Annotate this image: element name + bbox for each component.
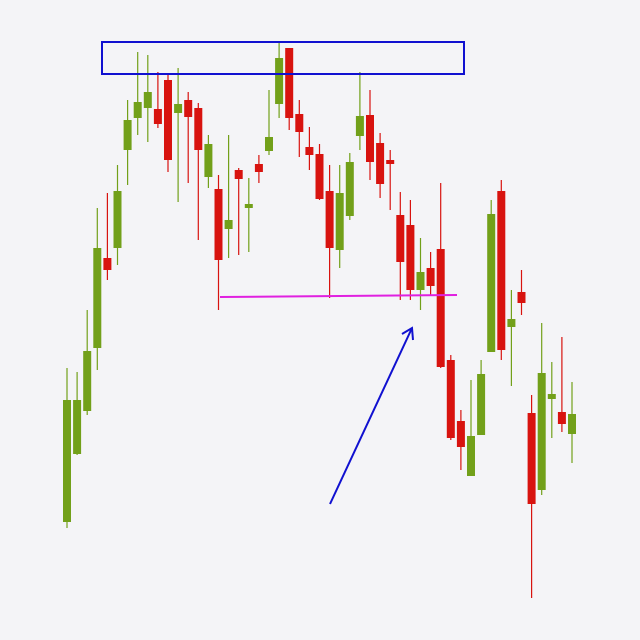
candle-body <box>345 162 354 216</box>
candle-body <box>446 360 455 438</box>
candle-body <box>386 160 395 164</box>
candle-body <box>477 374 486 435</box>
candle-body <box>174 104 183 113</box>
candle-body <box>184 100 193 117</box>
candles <box>63 42 576 598</box>
candle-body <box>335 193 344 250</box>
candle-body <box>194 108 203 150</box>
candle-body <box>204 144 213 177</box>
candle-body <box>456 421 465 447</box>
candle-body <box>487 214 496 352</box>
candle-body <box>265 137 273 151</box>
candle-body <box>214 189 223 260</box>
candle-body <box>113 191 122 248</box>
candle-body <box>467 436 475 476</box>
candle-body <box>285 48 294 118</box>
candle-body <box>436 249 445 367</box>
candle-body <box>73 400 82 454</box>
candle-body <box>416 272 425 290</box>
candle-body <box>366 115 374 162</box>
candle-body <box>325 191 334 248</box>
candle-body <box>376 143 385 184</box>
candle-body <box>164 80 172 160</box>
candle-body <box>133 102 142 118</box>
candle-body <box>93 248 102 348</box>
candle-body <box>527 413 536 504</box>
candle-body <box>103 258 112 270</box>
candle-body <box>143 92 152 108</box>
candle-body <box>234 170 243 179</box>
candle-body <box>315 154 324 199</box>
candle-body <box>63 400 71 522</box>
candle-body <box>254 164 263 172</box>
candle-body <box>123 120 132 150</box>
candle-body <box>355 116 364 136</box>
candle-body <box>547 394 556 399</box>
candle-body <box>305 147 314 155</box>
candle-body <box>426 268 435 286</box>
candle-body <box>83 351 92 411</box>
candle-body <box>396 215 405 262</box>
arrow-shaft <box>329 327 413 505</box>
arrow-head <box>401 326 414 341</box>
candle-body <box>557 412 566 424</box>
candle-body <box>406 225 415 290</box>
candle-body <box>295 114 304 132</box>
candle-body <box>537 373 546 490</box>
candle-body <box>244 204 253 208</box>
candle-body <box>507 319 516 327</box>
candle-body <box>224 220 233 229</box>
candle-body <box>497 191 506 350</box>
resistance-box <box>101 41 465 75</box>
support-line <box>219 294 458 298</box>
candle-body <box>275 58 284 104</box>
candle-body <box>568 414 576 434</box>
candle-body <box>517 292 526 303</box>
candle-body <box>153 109 162 124</box>
